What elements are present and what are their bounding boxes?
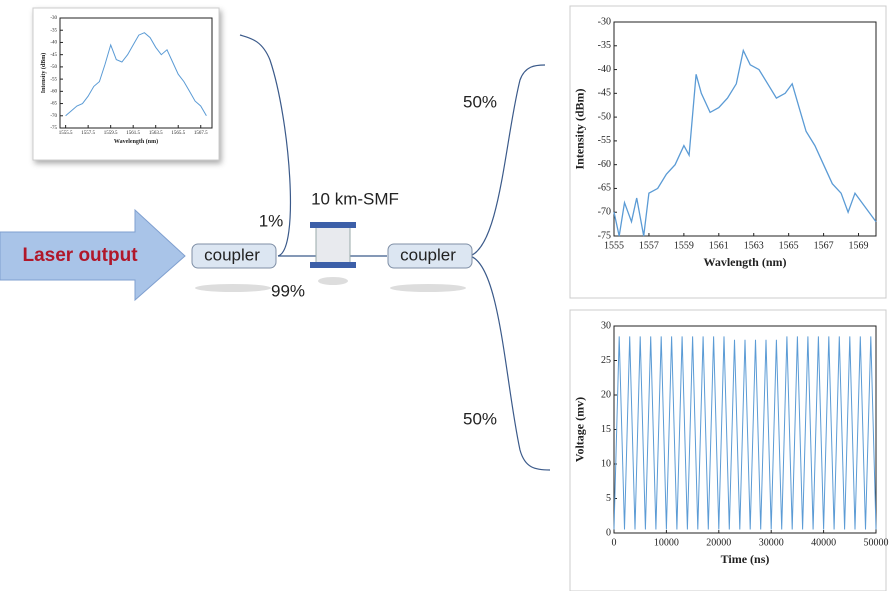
plot-frame — [59, 17, 213, 129]
ratio-label: 50% — [463, 409, 497, 428]
x-tick-label: 0 — [612, 537, 617, 548]
y-tick-label: -40 — [598, 64, 611, 75]
y-tick-label: -65 — [50, 102, 57, 107]
y-tick-label: -55 — [50, 77, 57, 82]
chart-panel — [569, 5, 887, 299]
y-tick-label: -75 — [598, 230, 611, 241]
y-tick-label: -60 — [50, 89, 57, 94]
y-tick-label: -45 — [50, 53, 57, 58]
x-tick-label: 1565 — [779, 240, 799, 251]
x-axis-label: Wavelength (nm) — [114, 138, 158, 145]
y-axis-label: Voltage (mv) — [573, 397, 587, 462]
y-tick-label: -70 — [50, 114, 57, 119]
coupler-1 — [191, 243, 277, 269]
x-tick-label: 1555 — [604, 240, 624, 251]
signal-line — [613, 48, 877, 237]
signal-line — [613, 336, 877, 530]
y-axis-label: Intensity (dBm) — [40, 53, 47, 94]
coupler-label: coupler — [204, 245, 260, 264]
spool-flange — [310, 262, 356, 268]
ratio-label: 50% — [463, 92, 497, 111]
x-tick-label: 1559 — [674, 240, 694, 251]
y-tick-label: 15 — [601, 424, 611, 435]
x-tick-label: 1557 — [639, 240, 659, 251]
top-fiber — [469, 64, 546, 257]
x-tick-label: 20000 — [706, 537, 731, 548]
coupler-2 — [387, 243, 473, 269]
input-arrow — [0, 208, 186, 302]
y-tick-label: -35 — [598, 40, 611, 51]
x-tick-label: 1557.5 — [81, 131, 95, 136]
plot-frame — [613, 21, 877, 237]
x-tick-label: 1555.5 — [59, 131, 73, 136]
y-tick-label: 25 — [601, 355, 611, 366]
y-tick-label: -35 — [50, 28, 57, 33]
coupler-label: coupler — [400, 245, 456, 264]
spool-flange — [310, 222, 356, 228]
x-tick-label: 1567 — [814, 240, 834, 251]
shadow — [318, 277, 348, 285]
y-tick-label: -65 — [598, 183, 611, 194]
y-tick-label: -40 — [50, 41, 57, 46]
y-tick-label: 20 — [601, 389, 611, 400]
signal-line — [65, 32, 207, 117]
y-tick-label: -55 — [598, 135, 611, 146]
x-tick-label: 1569 — [849, 240, 869, 251]
tap-fiber — [239, 34, 292, 257]
input-label: Laser output — [22, 245, 138, 266]
y-tick-label: -50 — [50, 65, 57, 70]
y-tick-label: -60 — [598, 159, 611, 170]
x-tick-label: 1561.5 — [126, 131, 140, 136]
y-tick-label: -30 — [50, 16, 57, 21]
fiber-label: 10 km-SMF — [311, 189, 399, 208]
ratio-label: 99% — [271, 281, 305, 300]
x-tick-label: 1565.5 — [171, 131, 185, 136]
shadow — [195, 284, 271, 292]
x-tick-label: 1567.5 — [194, 131, 208, 136]
y-tick-label: -50 — [598, 111, 611, 122]
x-tick-label: 1563.5 — [149, 131, 163, 136]
y-tick-label: -45 — [598, 88, 611, 99]
ratio-label: 1% — [259, 211, 284, 230]
bottom-fiber — [469, 255, 551, 471]
chart-panel — [32, 7, 220, 161]
x-tick-label: 40000 — [811, 537, 836, 548]
x-tick-label: 50000 — [864, 537, 889, 548]
fiber-spool — [315, 225, 351, 265]
y-axis-label: Intensity (dBm) — [573, 88, 587, 169]
shadow — [390, 284, 466, 292]
y-tick-label: -30 — [598, 16, 611, 27]
x-tick-label: 10000 — [654, 537, 679, 548]
y-tick-label: -70 — [598, 207, 611, 218]
x-tick-label: 1563 — [744, 240, 764, 251]
y-tick-label: 10 — [601, 458, 611, 469]
y-tick-label: 30 — [601, 320, 611, 331]
x-axis-label: Time (ns) — [721, 552, 770, 566]
y-tick-label: 0 — [606, 527, 611, 538]
x-tick-label: 30000 — [759, 537, 784, 548]
x-tick-label: 1559.5 — [104, 131, 118, 136]
y-tick-label: 5 — [606, 493, 611, 504]
x-axis-label: Wavlength (nm) — [703, 255, 786, 269]
y-tick-label: -75 — [50, 126, 57, 131]
x-tick-label: 1561 — [709, 240, 729, 251]
